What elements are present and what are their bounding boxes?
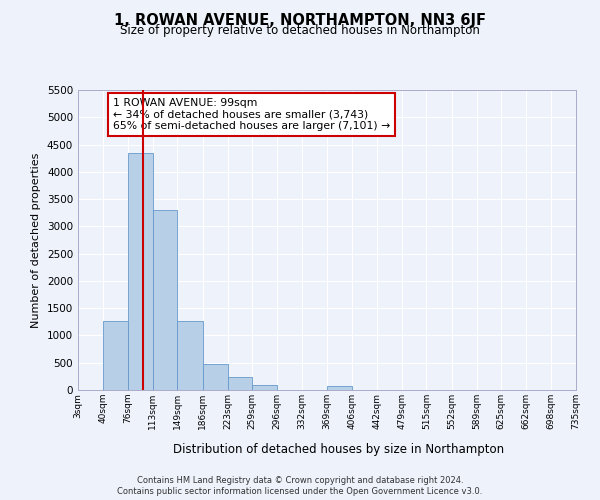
Bar (252, 385, 277, 390)
Text: 1 ROWAN AVENUE: 99sqm
← 34% of detached houses are smaller (3,743)
65% of semi-d: 1 ROWAN AVENUE: 99sqm ← 34% of detached … (113, 98, 390, 130)
Text: 1, ROWAN AVENUE, NORTHAMPTON, NN3 6JF: 1, ROWAN AVENUE, NORTHAMPTON, NN3 6JF (114, 12, 486, 28)
Bar (178, 320, 203, 390)
Bar (203, 364, 227, 390)
Text: Contains HM Land Registry data © Crown copyright and database right 2024.: Contains HM Land Registry data © Crown c… (137, 476, 463, 485)
Text: Distribution of detached houses by size in Northampton: Distribution of detached houses by size … (173, 442, 505, 456)
Bar (103, 320, 128, 390)
Text: Contains public sector information licensed under the Open Government Licence v3: Contains public sector information licen… (118, 488, 482, 496)
Bar (227, 378, 252, 390)
Bar (153, 210, 178, 390)
Y-axis label: Number of detached properties: Number of detached properties (31, 152, 41, 328)
Bar (327, 386, 352, 390)
Bar (128, 152, 153, 390)
Text: Size of property relative to detached houses in Northampton: Size of property relative to detached ho… (120, 24, 480, 37)
